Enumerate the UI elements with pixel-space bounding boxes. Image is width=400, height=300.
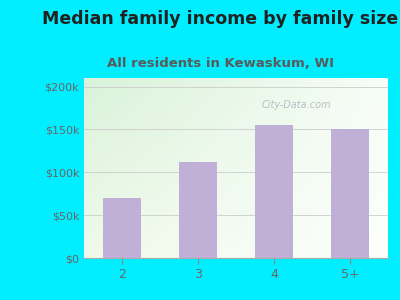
Bar — [255, 125, 293, 258]
Text: All residents in Kewaskum, WI: All residents in Kewaskum, WI — [106, 57, 334, 70]
Bar — [331, 129, 369, 258]
Text: City-Data.com: City-Data.com — [262, 100, 332, 110]
Bar — [103, 198, 141, 258]
Text: Median family income by family size: Median family income by family size — [42, 11, 398, 28]
Bar — [179, 162, 217, 258]
